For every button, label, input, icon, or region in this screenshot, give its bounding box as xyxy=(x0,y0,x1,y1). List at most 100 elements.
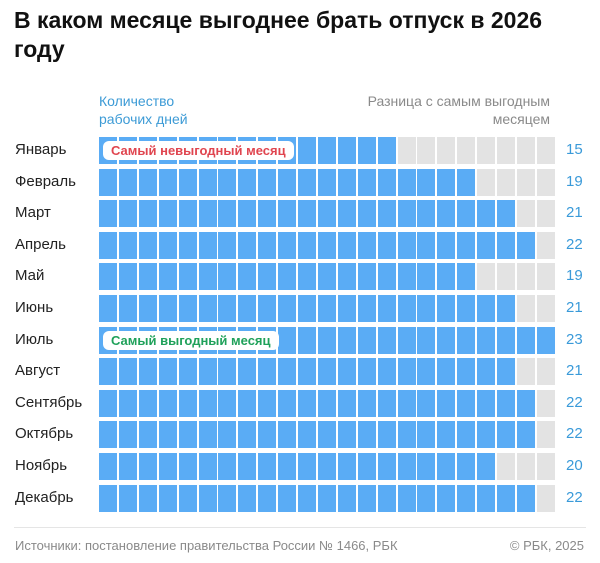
working-day-cell xyxy=(258,421,277,449)
working-day-cell xyxy=(298,484,316,512)
month-row: Октябрь 22 xyxy=(0,421,600,449)
working-day-cell xyxy=(337,326,356,354)
header-left-line2: рабочих дней xyxy=(99,111,188,127)
working-day-cell xyxy=(357,358,376,386)
working-day-cell xyxy=(497,295,515,322)
month-label: Октябрь xyxy=(15,425,74,443)
working-day-cell xyxy=(198,389,217,417)
working-day-cell xyxy=(258,389,277,417)
value-label: 23 xyxy=(566,330,583,348)
working-day-cell xyxy=(497,326,515,354)
difference-cell xyxy=(536,231,555,259)
working-day-cell xyxy=(138,295,157,322)
working-day-cell xyxy=(357,484,376,512)
working-day-cell xyxy=(178,168,197,196)
working-day-cell xyxy=(138,389,157,417)
working-day-cell xyxy=(178,263,197,291)
working-day-cell xyxy=(238,484,257,512)
working-day-cell xyxy=(337,453,356,480)
working-day-cell xyxy=(437,200,456,228)
working-day-cell xyxy=(457,389,476,417)
working-day-cell xyxy=(377,263,396,291)
working-day-cell xyxy=(218,358,237,386)
working-day-cell xyxy=(99,421,117,449)
working-day-cell xyxy=(99,358,117,386)
header-right-line2: месяцем xyxy=(492,111,550,127)
working-day-cell xyxy=(298,168,316,196)
difference-cell xyxy=(417,137,436,164)
working-day-cell xyxy=(278,263,297,291)
difference-cell xyxy=(536,137,555,164)
working-day-cell xyxy=(437,168,456,196)
working-day-cell xyxy=(238,263,257,291)
working-day-cell xyxy=(377,389,396,417)
working-day-cell xyxy=(317,263,336,291)
working-day-cell xyxy=(357,200,376,228)
working-day-cell xyxy=(317,295,336,322)
working-day-cell xyxy=(397,326,416,354)
working-day-cell xyxy=(278,200,297,228)
working-day-cell xyxy=(258,295,277,322)
working-day-cell xyxy=(278,453,297,480)
working-day-cell xyxy=(317,484,336,512)
working-day-cell xyxy=(397,421,416,449)
working-day-cell xyxy=(397,168,416,196)
difference-cell xyxy=(516,168,535,196)
working-day-cell xyxy=(238,200,257,228)
working-day-cell xyxy=(158,168,177,196)
working-day-cell xyxy=(218,168,237,196)
month-label: Май xyxy=(15,267,45,285)
working-day-cell xyxy=(138,231,157,259)
difference-cell xyxy=(497,137,515,164)
working-day-cell xyxy=(218,453,237,480)
month-row: Ноябрь 20 xyxy=(0,453,600,480)
working-day-cell xyxy=(158,484,177,512)
working-day-cell xyxy=(477,326,496,354)
value-label: 22 xyxy=(566,235,583,253)
working-day-cell xyxy=(99,484,117,512)
working-day-cell xyxy=(417,453,436,480)
working-day-cell xyxy=(516,326,535,354)
working-day-cell xyxy=(397,263,416,291)
difference-cell xyxy=(516,453,535,480)
working-day-cell xyxy=(497,358,515,386)
working-day-cell xyxy=(317,326,336,354)
month-label: Декабрь xyxy=(15,488,74,506)
month-row: Август 21 xyxy=(0,358,600,386)
working-day-cell xyxy=(138,421,157,449)
working-day-cell xyxy=(138,200,157,228)
working-day-cell xyxy=(278,168,297,196)
working-day-cell xyxy=(178,231,197,259)
working-day-cell xyxy=(178,389,197,417)
working-day-cell xyxy=(457,263,476,291)
month-label: Январь xyxy=(15,141,67,158)
working-day-cell xyxy=(198,421,217,449)
working-day-cell xyxy=(118,484,137,512)
value-label: 22 xyxy=(566,488,583,506)
working-day-cell xyxy=(377,295,396,322)
working-day-cell xyxy=(238,389,257,417)
working-day-cell xyxy=(417,484,436,512)
month-label: Март xyxy=(15,204,51,222)
working-day-cell xyxy=(417,295,436,322)
value-label: 19 xyxy=(566,172,583,190)
working-day-cell xyxy=(357,231,376,259)
working-days-header: Количество рабочих дней xyxy=(99,92,188,128)
working-day-cell xyxy=(218,389,237,417)
working-day-cell xyxy=(238,453,257,480)
working-day-cell xyxy=(158,295,177,322)
working-day-cell xyxy=(158,358,177,386)
month-row: Сентябрь 22 xyxy=(0,389,600,417)
working-day-cell xyxy=(278,295,297,322)
working-day-cell xyxy=(337,389,356,417)
working-day-cell xyxy=(118,453,137,480)
working-day-cell xyxy=(437,326,456,354)
working-day-cell xyxy=(357,263,376,291)
working-day-cell xyxy=(178,453,197,480)
difference-cell xyxy=(477,263,496,291)
worst-month-tag: Самый невыгодный месяц xyxy=(103,141,294,160)
header-left-line1: Количество xyxy=(99,93,175,109)
working-day-cell xyxy=(258,231,277,259)
working-day-cell xyxy=(258,358,277,386)
working-day-cell xyxy=(337,358,356,386)
